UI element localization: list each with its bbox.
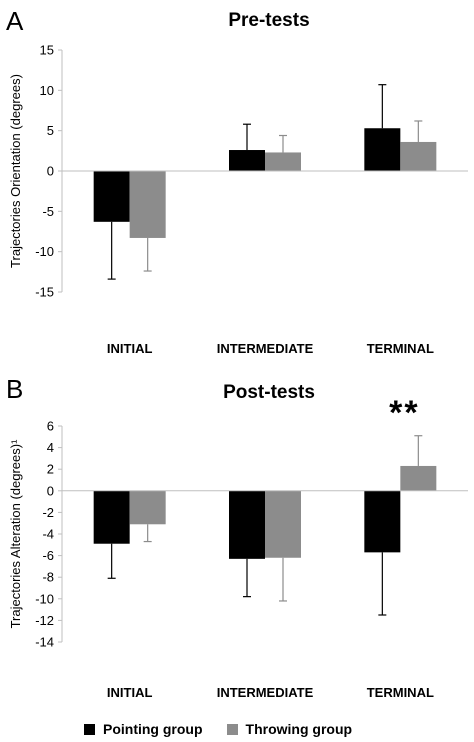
panel-b-bar-pointing xyxy=(364,490,401,553)
panel-a-y-title: Trajectories Orientation (degrees) xyxy=(8,74,23,268)
panel-b-bar-pointing xyxy=(93,490,130,544)
panel-b-category-label: INITIAL xyxy=(107,685,153,700)
legend: Pointing group Throwing group xyxy=(84,718,352,740)
panel-b-bar-throwing xyxy=(129,490,166,525)
panel-b-ytick-label: 4 xyxy=(47,440,54,455)
panel-b-ytick-label: -2 xyxy=(42,505,54,520)
panel-b-ytick-label: -14 xyxy=(35,635,54,650)
panel-a-bar-pointing xyxy=(364,128,401,171)
panel-a-ytick-label: 15 xyxy=(40,43,54,58)
panel-a-bar-pointing xyxy=(229,150,265,171)
panel-b-letter: B xyxy=(6,374,23,404)
panel-a-ytick-label: 10 xyxy=(40,83,54,98)
panel-a-ytick-label: -5 xyxy=(42,204,54,219)
panel-b-ytick-label: -4 xyxy=(42,527,54,542)
panel-b-ytick-label: -6 xyxy=(42,548,54,563)
panel-b-ytick-label: -8 xyxy=(42,570,54,585)
panel-b-ytick-label: 6 xyxy=(47,419,54,434)
panel-a-category-label: TERMINAL xyxy=(367,341,434,356)
panel-a-ytick-label: -10 xyxy=(35,244,54,259)
panel-b-category-label: TERMINAL xyxy=(367,685,434,700)
panel-a-letter: A xyxy=(6,6,24,36)
panel-b-ytick-label: -10 xyxy=(35,591,54,606)
panel-b-significance-marker: ** xyxy=(389,394,419,432)
panel-b-bar-throwing xyxy=(400,465,437,491)
panel-a-bar-throwing xyxy=(129,171,166,238)
panel-a-bar-pointing xyxy=(93,171,130,222)
panel-a-ytick-label: 5 xyxy=(47,123,54,138)
legend-swatch-pointing xyxy=(84,723,95,735)
panel-a-category-label: INITIAL xyxy=(107,341,153,356)
panel-a-ytick-label: 0 xyxy=(47,164,54,179)
panel-a-category-label: INTERMEDIATE xyxy=(217,341,314,356)
panel-b-category-label: INTERMEDIATE xyxy=(217,685,314,700)
panel-b-y-title: Trajectories Alteration (degrees)¹ xyxy=(8,439,23,628)
panel-b-bar-pointing xyxy=(229,490,265,559)
panel-a-ytick-label: -15 xyxy=(35,285,54,300)
legend-label-throwing: Throwing group xyxy=(245,721,353,737)
panel-a-bar-throwing xyxy=(400,141,437,171)
panel-b-title: Post-tests xyxy=(223,382,315,403)
panel-a-title: Pre-tests xyxy=(228,10,309,31)
panel-b-bar-throwing xyxy=(265,490,301,558)
panel-b-ytick-label: -12 xyxy=(35,613,54,628)
panel-b-ytick-label: 2 xyxy=(47,462,54,477)
panel-a-bar-throwing xyxy=(265,152,301,171)
legend-label-pointing: Pointing group xyxy=(103,721,203,737)
legend-swatch-throwing xyxy=(226,723,238,735)
panel-b-ytick-label: 0 xyxy=(47,483,54,498)
